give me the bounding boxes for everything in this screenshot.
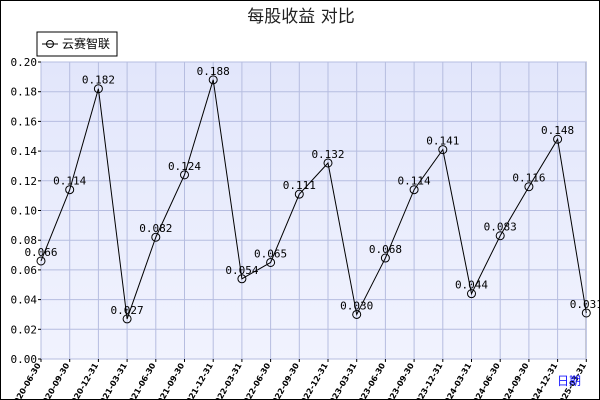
x-tick-label: 2023-12-31 bbox=[411, 361, 445, 399]
y-tick-label: 0.12 bbox=[11, 175, 38, 188]
data-point bbox=[36, 256, 46, 266]
y-tick-label: 0.06 bbox=[11, 264, 38, 277]
data-label: 0.030 bbox=[340, 299, 373, 312]
data-point bbox=[524, 182, 534, 192]
x-tick-label: 2020-06-30 bbox=[9, 361, 43, 399]
data-point bbox=[65, 185, 75, 195]
data-label: 0.054 bbox=[225, 264, 258, 277]
data-label: 0.132 bbox=[311, 148, 344, 161]
y-tick-label: 0.20 bbox=[11, 56, 38, 69]
data-point bbox=[409, 185, 419, 195]
data-label: 0.182 bbox=[82, 74, 115, 87]
x-tick-label: 2022-09-30 bbox=[268, 361, 302, 399]
data-label: 0.068 bbox=[369, 243, 402, 256]
legend-marker bbox=[46, 40, 54, 48]
data-label: 0.027 bbox=[111, 304, 144, 317]
data-point bbox=[438, 145, 448, 155]
x-tick-label: 2022-03-31 bbox=[210, 361, 244, 399]
data-label: 0.066 bbox=[24, 246, 57, 259]
x-tick-label: 2023-06-30 bbox=[354, 361, 388, 399]
y-tick-label: 0.14 bbox=[11, 145, 38, 158]
x-tick-label: 2020-09-30 bbox=[38, 361, 72, 399]
data-point bbox=[581, 308, 591, 318]
y-tick-label: 0.10 bbox=[11, 205, 38, 218]
data-label: 0.188 bbox=[197, 65, 230, 78]
data-label: 0.082 bbox=[139, 222, 172, 235]
data-label: 0.116 bbox=[512, 172, 545, 185]
chart-title: 每股收益 对比 bbox=[247, 7, 354, 27]
data-point bbox=[180, 170, 189, 180]
x-tick-label: 2021-06-30 bbox=[124, 361, 158, 399]
x-axis-label: 日期 bbox=[557, 374, 581, 388]
data-point bbox=[93, 84, 103, 94]
y-tick-label: 0.02 bbox=[11, 323, 38, 336]
x-tick-label: 2024-06-30 bbox=[469, 361, 503, 399]
data-point bbox=[495, 231, 505, 241]
data-point bbox=[553, 134, 563, 144]
data-point bbox=[266, 257, 276, 267]
x-tick-label: 2023-09-30 bbox=[382, 361, 416, 399]
x-tick-label: 2021-12-31 bbox=[182, 361, 216, 399]
data-point bbox=[294, 189, 304, 199]
x-tick-label: 2023-03-31 bbox=[325, 361, 359, 399]
data-label: 0.141 bbox=[426, 135, 459, 148]
data-label: 0.111 bbox=[283, 179, 316, 192]
legend-label: 云赛智联 bbox=[62, 36, 110, 51]
y-tick-label: 0.04 bbox=[11, 294, 38, 307]
y-tick-label: 0.18 bbox=[11, 86, 38, 99]
data-point bbox=[122, 314, 132, 324]
data-point bbox=[237, 274, 247, 284]
grid bbox=[40, 61, 587, 360]
data-point bbox=[380, 253, 390, 263]
x-axis: 2020-06-302020-09-302020-12-312021-03-31… bbox=[9, 359, 588, 399]
x-tick-label: 2021-09-30 bbox=[153, 361, 187, 399]
data-label: 0.031 bbox=[570, 298, 599, 311]
legend: 云赛智联 bbox=[36, 31, 118, 57]
x-tick-label: 2021-03-31 bbox=[95, 361, 129, 399]
y-tick-label: 0.08 bbox=[11, 234, 38, 247]
data-label: 0.124 bbox=[168, 160, 201, 173]
data-label: 0.114 bbox=[53, 175, 86, 188]
x-tick-label: 2024-09-30 bbox=[497, 361, 531, 399]
series-line: 0.066 0.114 0.182 0.027 0.082 0.124 0.188 0.054… bbox=[24, 65, 599, 324]
data-point bbox=[467, 289, 476, 299]
series-path bbox=[40, 79, 587, 320]
data-point bbox=[208, 75, 218, 85]
x-tick-label: 2022-06-30 bbox=[239, 361, 273, 399]
x-tick-label: 2020-12-31 bbox=[67, 361, 101, 399]
data-point bbox=[323, 158, 333, 168]
data-label: 0.148 bbox=[541, 124, 574, 137]
data-label: 0.065 bbox=[254, 247, 287, 260]
x-tick-label: 2024-03-31 bbox=[440, 361, 474, 399]
y-axis: 0.00 0.02 0.04 0.06 0.08 0.10 0.12 0.14 0.16 0.18… bbox=[11, 56, 41, 366]
x-tick-label: 2024-12-31 bbox=[526, 361, 560, 399]
data-label: 0.114 bbox=[398, 175, 431, 188]
x-tick-label: 2022-12-31 bbox=[296, 361, 330, 399]
data-point bbox=[352, 309, 362, 319]
data-point bbox=[151, 232, 161, 242]
data-label: 0.044 bbox=[455, 279, 488, 292]
y-tick-label: 0.16 bbox=[11, 115, 38, 128]
y-tick-label: 0.00 bbox=[11, 353, 38, 366]
data-label: 0.083 bbox=[484, 221, 517, 234]
